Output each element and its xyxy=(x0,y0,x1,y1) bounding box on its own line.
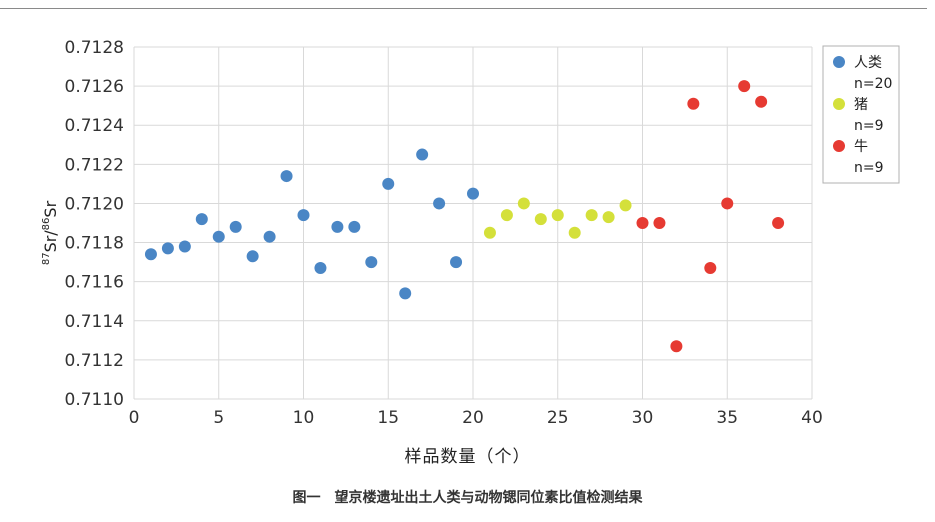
x-tick-label: 20 xyxy=(462,408,484,428)
data-point-human xyxy=(433,197,446,210)
legend-marker-human xyxy=(833,56,845,68)
data-point-human xyxy=(382,177,395,190)
data-point-human xyxy=(348,220,361,233)
y-tick-label: 0.7116 xyxy=(65,273,124,293)
data-point-human xyxy=(263,230,276,243)
data-point-human xyxy=(195,213,208,226)
grid-lines xyxy=(133,46,813,400)
data-point-cattle xyxy=(755,95,768,108)
y-label-sr-slash: Sr/ xyxy=(41,230,60,253)
top-rule xyxy=(0,8,927,9)
legend-marker-cattle xyxy=(833,140,845,152)
data-point-pig xyxy=(585,209,598,222)
data-point-human xyxy=(365,256,378,269)
x-tick-label: 5 xyxy=(213,408,224,428)
data-point-human xyxy=(178,240,191,253)
data-point-cattle xyxy=(772,217,785,229)
data-point-human xyxy=(450,256,463,269)
y-label-sr: Sr xyxy=(41,200,60,217)
data-point-cattle xyxy=(721,197,734,210)
x-tick-label: 15 xyxy=(377,408,399,428)
data-points xyxy=(144,80,785,353)
legend: 人类 n=20 猪 n=9 牛 n=9 xyxy=(822,45,900,184)
figure-caption: 图一 望京楼遗址出土人类与动物锶同位素比值检测结果 xyxy=(292,490,643,506)
legend-marker-pig xyxy=(833,98,845,110)
data-point-pig xyxy=(483,226,496,239)
x-tick-label: 40 xyxy=(801,408,823,428)
legend-label-cattle: 牛 xyxy=(854,139,868,155)
x-axis-label: 样品数量（个） xyxy=(404,447,531,467)
y-tick-label: 0.7120 xyxy=(65,194,124,214)
y-tick-label: 0.7126 xyxy=(65,77,124,97)
legend-label-pig: 猪 xyxy=(854,97,868,113)
x-tick-label: 10 xyxy=(293,408,315,428)
legend-label-human: 人类 xyxy=(854,55,882,71)
y-tick-label: 0.7122 xyxy=(65,155,124,175)
data-point-human xyxy=(467,187,479,200)
data-point-human xyxy=(229,220,242,233)
data-point-pig xyxy=(568,226,581,239)
y-tick-labels: 0.7110 0.7112 0.7114 0.7116 0.7118 0.7120 0.71… xyxy=(65,38,124,410)
x-tick-label: 25 xyxy=(547,408,569,428)
data-point-cattle xyxy=(670,340,683,353)
y-label-sup-87: 87 xyxy=(41,252,52,265)
x-tick-label: 35 xyxy=(716,408,738,428)
legend-count-pig: n=9 xyxy=(854,118,884,134)
data-point-pig xyxy=(619,199,632,212)
data-point-pig xyxy=(500,209,513,222)
data-point-pig xyxy=(602,211,615,224)
data-point-human xyxy=(416,148,429,161)
data-point-cattle xyxy=(704,261,717,274)
data-point-human xyxy=(212,230,225,243)
data-point-cattle xyxy=(653,217,666,229)
data-point-pig xyxy=(534,213,547,226)
data-point-human xyxy=(246,250,259,263)
data-point-cattle xyxy=(636,217,649,229)
data-point-human xyxy=(297,209,310,222)
x-tick-label: 30 xyxy=(632,408,654,428)
data-point-cattle xyxy=(687,97,700,110)
data-point-human xyxy=(399,287,412,300)
legend-box xyxy=(822,45,900,184)
data-point-human xyxy=(280,170,293,183)
y-tick-label: 0.7118 xyxy=(65,234,124,254)
data-point-pig xyxy=(517,197,530,210)
legend-count-cattle: n=9 xyxy=(854,160,884,176)
legend-count-human: n=20 xyxy=(854,76,892,92)
y-label-sup-86: 86 xyxy=(41,218,52,231)
y-tick-label: 0.7114 xyxy=(65,312,124,332)
y-tick-label: 0.7124 xyxy=(65,116,124,136)
data-point-pig xyxy=(551,209,564,222)
data-point-human xyxy=(314,261,327,274)
x-tick-labels: 0 5 10 15 20 25 30 35 40 xyxy=(129,408,823,428)
data-point-human xyxy=(331,220,344,233)
y-tick-label: 0.7128 xyxy=(65,38,124,58)
x-tick-label: 0 xyxy=(129,408,140,428)
data-point-cattle xyxy=(738,80,751,93)
y-axis-label: 87Sr/86Sr xyxy=(41,200,60,265)
data-point-human xyxy=(144,248,157,261)
y-tick-label: 0.7112 xyxy=(65,351,124,371)
data-point-human xyxy=(161,242,174,255)
y-tick-label: 0.7110 xyxy=(65,390,124,410)
